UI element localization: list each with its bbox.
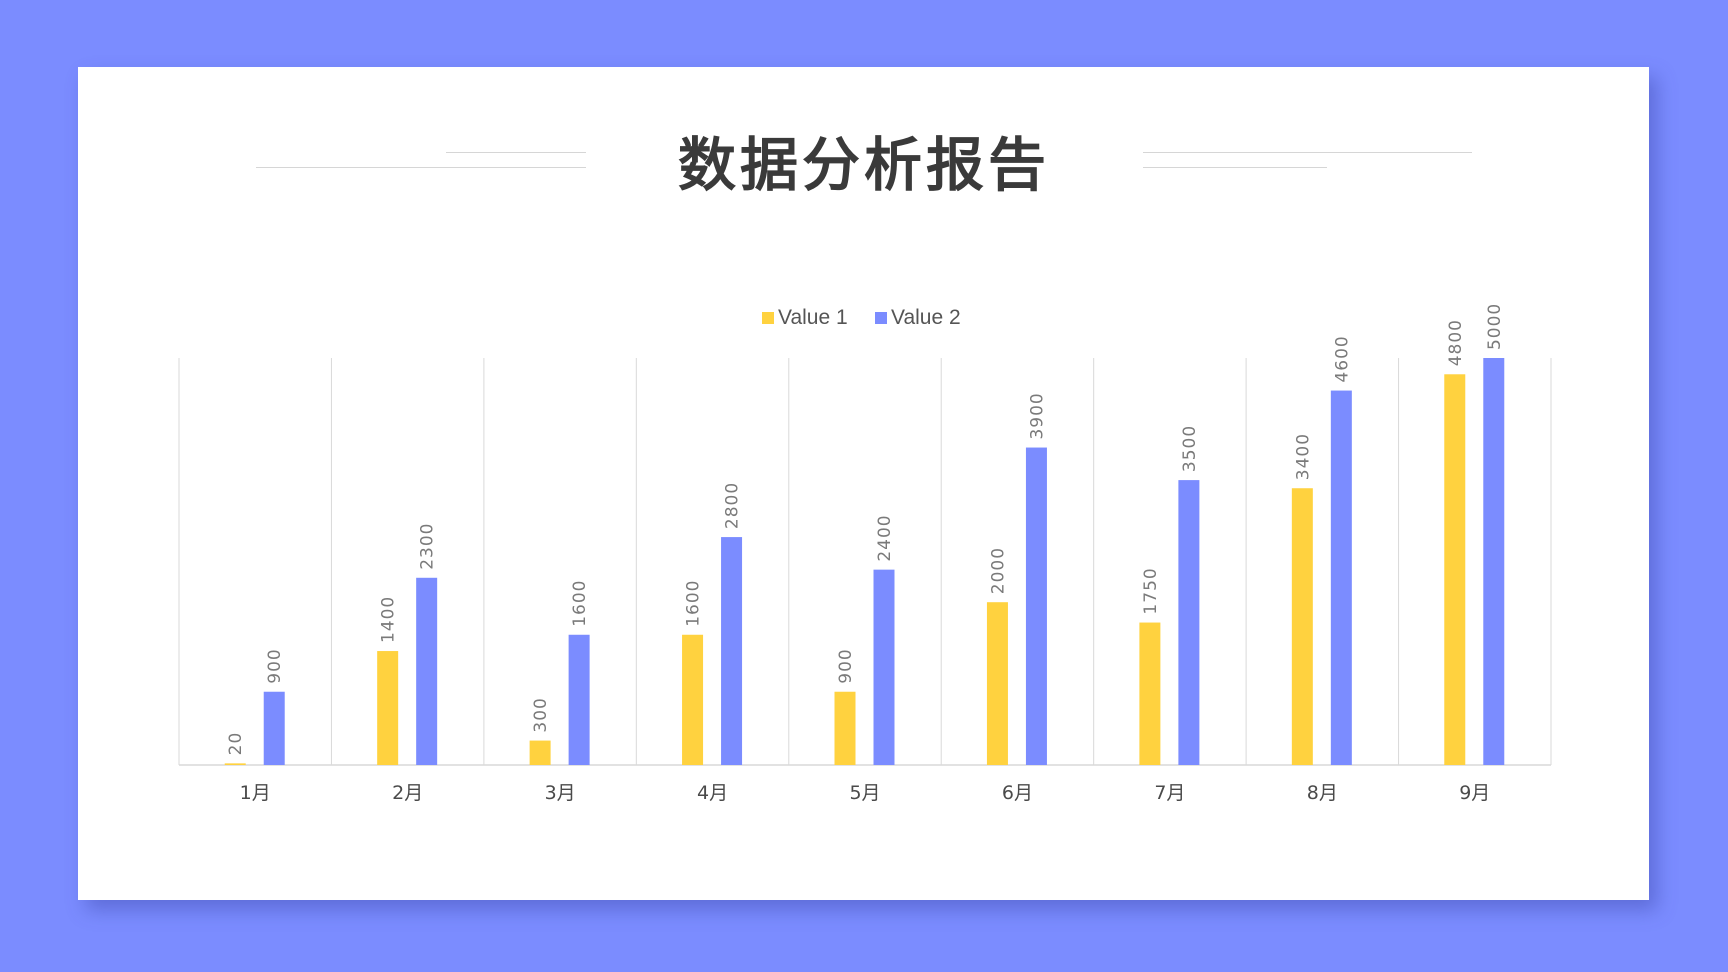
- bar-value1: [224, 763, 246, 765]
- bar-value2: [721, 537, 743, 765]
- x-tick-label: 9月: [1459, 782, 1490, 804]
- x-tick-label: 3月: [545, 782, 576, 804]
- title-decoration-line: [1143, 167, 1327, 168]
- x-tick-label: 4月: [697, 782, 728, 804]
- data-label: 1600: [684, 579, 704, 626]
- x-tick-label: 7月: [1154, 782, 1185, 804]
- data-label: 3400: [1293, 433, 1313, 480]
- data-label: 300: [531, 697, 551, 732]
- page-title: 数据分析报告: [677, 131, 1050, 199]
- bar-value2: [1330, 390, 1352, 765]
- data-label: 1400: [379, 596, 399, 643]
- x-tick-label: 1月: [240, 782, 271, 804]
- data-label: 5000: [1485, 303, 1505, 350]
- x-tick-label: 2月: [392, 782, 423, 804]
- data-label: 4600: [1332, 335, 1352, 382]
- bar-value1: [1444, 374, 1466, 765]
- data-label: 2000: [988, 547, 1008, 594]
- bar-value2: [1178, 480, 1200, 765]
- data-label: 2300: [418, 523, 438, 570]
- bar-value1: [834, 691, 856, 765]
- bar-value2: [1025, 447, 1047, 765]
- bar-value1: [1291, 488, 1313, 765]
- data-label: 3900: [1027, 392, 1047, 439]
- data-label: 900: [836, 648, 856, 683]
- x-tick-label: 5月: [849, 782, 880, 804]
- bar-value2: [568, 634, 590, 765]
- bar-value2: [416, 577, 438, 765]
- bar-value2: [873, 569, 895, 765]
- data-label: 20: [226, 732, 246, 756]
- data-label: 1750: [1141, 567, 1161, 614]
- bar-value1: [682, 634, 704, 765]
- legend-swatch: [875, 312, 887, 324]
- data-label: 2400: [875, 514, 895, 561]
- data-label: 3500: [1180, 425, 1200, 472]
- bar-value1: [377, 651, 399, 765]
- title-decoration-line: [256, 167, 586, 168]
- legend-label: Value 2: [891, 306, 961, 329]
- data-label: 4800: [1446, 319, 1466, 366]
- x-tick-label: 6月: [1002, 782, 1033, 804]
- x-tick-label: 8月: [1307, 782, 1338, 804]
- bar-value1: [986, 602, 1008, 765]
- legend-swatch: [762, 312, 774, 324]
- title-decoration-line: [446, 152, 586, 153]
- bar-value1: [1139, 622, 1161, 765]
- bar-value2: [1483, 358, 1505, 765]
- slide-card: [78, 67, 1649, 900]
- data-label: 1600: [570, 579, 590, 626]
- data-label: 2800: [723, 482, 743, 529]
- bar-value1: [529, 740, 551, 765]
- legend-label: Value 1: [778, 306, 848, 329]
- title-decoration-line: [1143, 152, 1472, 153]
- data-label: 900: [265, 648, 285, 683]
- bar-value2: [263, 691, 285, 765]
